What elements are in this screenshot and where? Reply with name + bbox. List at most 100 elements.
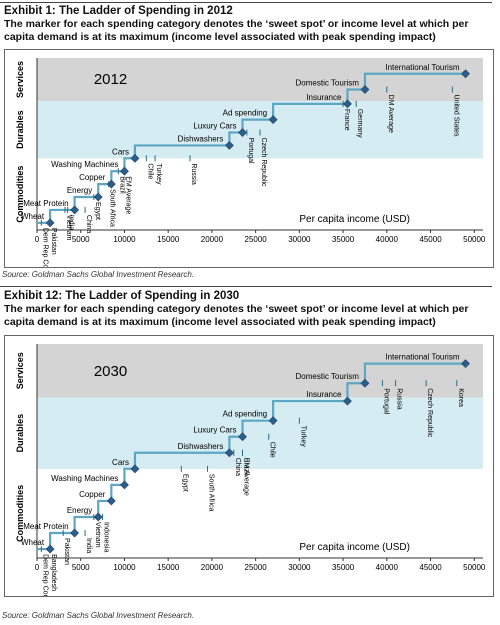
country-label-czech-republic: Czech Republic xyxy=(260,138,267,188)
x-tick-label-30000: 30000 xyxy=(288,563,311,572)
category-label-international-tourism: International Tourism xyxy=(385,353,459,362)
country-label-egypt: Egypt xyxy=(94,202,101,220)
band-label-services: Services xyxy=(15,61,25,98)
category-marker-energy xyxy=(93,192,103,202)
country-label-chile: Chile xyxy=(269,442,276,458)
country-label-germany: Germany xyxy=(356,109,363,138)
category-marker-ad-spending xyxy=(268,115,278,125)
country-label-dem-rep-congo: Dem Rep Congo xyxy=(41,554,48,596)
band-label-services: Services xyxy=(15,352,25,389)
x-tick-label-40000: 40000 xyxy=(376,235,399,244)
x-tick-label-45000: 45000 xyxy=(419,235,442,244)
category-label-washing-machines: Washing Machines xyxy=(51,474,118,483)
category-marker-energy xyxy=(93,512,103,522)
category-marker-dishwashers xyxy=(224,141,234,150)
x-tick-label-5000: 5000 xyxy=(72,563,90,572)
source-note-1: Source: Goldman Sachs Global Investment … xyxy=(2,270,195,279)
category-marker-domestic-tourism xyxy=(360,85,370,94)
country-label-south-africa: South Africa xyxy=(109,189,116,227)
band-durables xyxy=(37,397,483,469)
country-label-czech-republic: Czech Republic xyxy=(426,388,433,438)
x-tick-label-0: 0 xyxy=(35,235,40,244)
country-label-dem-rep-congo: Dem Rep Congo xyxy=(41,228,48,267)
category-marker-insurance xyxy=(343,396,352,406)
category-marker-meat-protein xyxy=(70,205,80,215)
category-label-washing-machines: Washing Machines xyxy=(51,160,118,169)
exhibit-12-subtitle-line-2: capita demand is at its maximum (income … xyxy=(4,316,436,328)
category-marker-ad-spending xyxy=(268,416,278,426)
country-label-korea: Korea xyxy=(457,388,464,407)
year-label: 2030 xyxy=(94,363,127,380)
country-label-bangladesh: Bangladesh xyxy=(50,554,57,591)
top-rule xyxy=(0,2,492,3)
country-label-indonesia: Indonesia xyxy=(103,522,110,552)
x-tick-label-25000: 25000 xyxy=(245,563,268,572)
x-tick-label-25000: 25000 xyxy=(245,235,268,244)
category-marker-washing-machines xyxy=(120,166,129,176)
band-services xyxy=(37,344,483,398)
category-label-copper: Copper xyxy=(79,490,106,499)
x-tick-label-10000: 10000 xyxy=(113,563,136,572)
x-axis-label: Per capita income (USD) xyxy=(299,214,410,225)
year-label: 2012 xyxy=(94,71,127,88)
category-label-cars: Cars xyxy=(112,458,129,467)
category-label-domestic-tourism: Domestic Tourism xyxy=(296,372,360,381)
chart-frame-1: Commodities Durables Services 0 5000 10000 150… xyxy=(4,49,494,280)
category-marker-wheat xyxy=(45,218,55,228)
country-label-china: China xyxy=(85,215,92,233)
band-label-commodities: Commodities xyxy=(15,485,25,542)
category-marker-wheat xyxy=(45,544,55,554)
x-tick-label-30000: 30000 xyxy=(288,235,311,244)
x-tick-label-50000: 50000 xyxy=(463,235,486,244)
category-label-international-tourism: International Tourism xyxy=(385,63,459,72)
category-marker-international-tourism xyxy=(461,69,470,79)
x-tick-label-50000: 50000 xyxy=(463,563,486,572)
category-marker-dishwashers xyxy=(224,448,234,458)
x-tick-label-20000: 20000 xyxy=(201,235,224,244)
band-label-durables: Durables xyxy=(15,110,25,149)
category-label-ad-spending: Ad spending xyxy=(223,410,267,419)
category-label-luxury-cars: Luxury Cars xyxy=(193,426,236,435)
category-marker-insurance xyxy=(343,99,352,109)
exhibit-1-subtitle-line-1: The marker for each spending category de… xyxy=(4,18,469,30)
country-label-brazil: Brazil xyxy=(118,176,125,194)
category-label-energy: Energy xyxy=(67,186,92,195)
country-label-south-africa: South Africa xyxy=(208,474,215,512)
exhibit-1-title: Exhibit 1: The Ladder of Spending in 201… xyxy=(4,5,233,17)
category-label-meat-protein: Meat Protein xyxy=(23,199,68,208)
x-tick-label-35000: 35000 xyxy=(332,563,355,572)
chart-frame-2: Commodities Durables Services 0 5000 10000 150… xyxy=(4,335,494,606)
category-marker-cars xyxy=(130,464,140,474)
category-label-wheat: Wheat xyxy=(21,212,45,221)
category-label-insurance: Insurance xyxy=(306,93,342,102)
country-label-em-average: EM Average xyxy=(124,176,131,214)
chart-2012: Commodities Durables Services 0 5000 10000 150… xyxy=(15,58,486,280)
exhibit-1-subtitle-line-2: capita demand is at its maximum (income … xyxy=(4,31,436,43)
x-tick-label-45000: 45000 xyxy=(419,563,442,572)
exhibit-12-title: Exhibit 12: The Ladder of Spending in 20… xyxy=(4,290,240,302)
x-tick-label-15000: 15000 xyxy=(157,235,180,244)
country-label-brazil: Brazil xyxy=(243,458,250,476)
country-label-china: China xyxy=(234,458,241,476)
country-label-pakistan: Pakistan xyxy=(50,228,57,255)
country-label-france: France xyxy=(343,109,350,131)
country-label-turkey: Turkey xyxy=(299,426,306,448)
category-marker-domestic-tourism xyxy=(360,378,370,388)
category-marker-cars xyxy=(130,153,140,163)
exhibit-12: Exhibit 12: The Ladder of Spending in 20… xyxy=(4,289,496,329)
category-marker-copper xyxy=(106,496,116,506)
category-label-luxury-cars: Luxury Cars xyxy=(193,122,236,131)
band-commodities xyxy=(37,468,483,558)
middle-rule xyxy=(0,286,492,287)
category-marker-copper xyxy=(106,179,116,189)
category-label-domestic-tourism: Domestic Tourism xyxy=(296,79,360,88)
country-label-united-states: United States xyxy=(452,95,459,138)
category-label-dishwashers: Dishwashers xyxy=(178,134,224,143)
country-label-india: India xyxy=(68,215,75,230)
x-tick-label-40000: 40000 xyxy=(376,563,399,572)
x-tick-label-20000: 20000 xyxy=(201,563,224,572)
country-label-chile: Chile xyxy=(146,163,153,179)
band-services xyxy=(37,58,483,101)
country-label-russia: Russia xyxy=(396,388,403,410)
country-label-turkey: Turkey xyxy=(155,163,162,185)
